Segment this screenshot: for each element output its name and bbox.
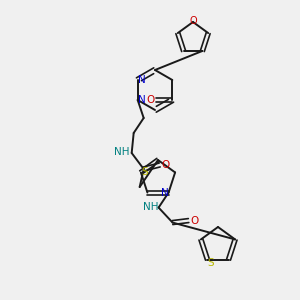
Text: N: N: [138, 95, 146, 105]
Text: N: N: [138, 75, 146, 85]
Text: O: O: [189, 16, 197, 26]
Text: NH: NH: [114, 147, 129, 157]
Text: O: O: [146, 95, 154, 105]
Text: O: O: [190, 216, 199, 226]
Text: S: S: [142, 167, 148, 177]
Text: S: S: [207, 258, 214, 268]
Text: O: O: [162, 160, 170, 170]
Text: N: N: [161, 188, 169, 198]
Text: NH: NH: [143, 202, 158, 212]
